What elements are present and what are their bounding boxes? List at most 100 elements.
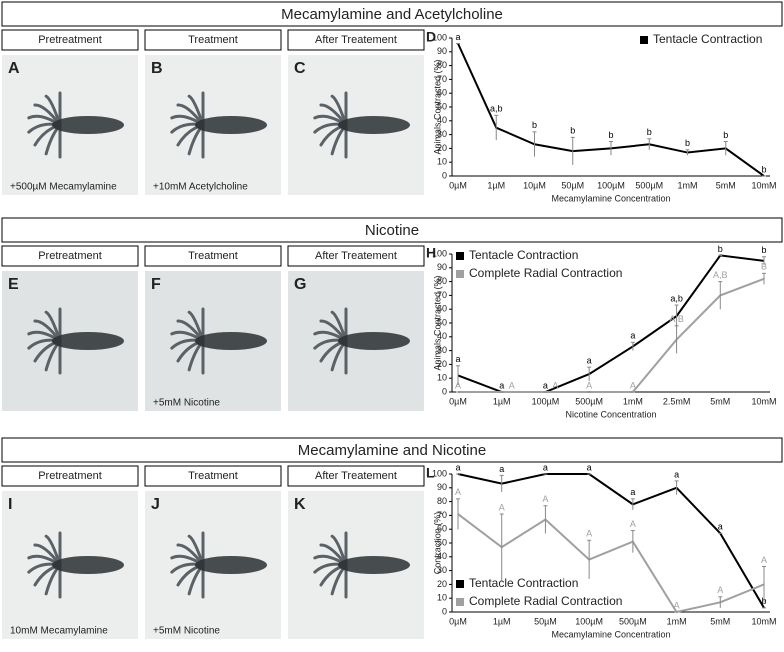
significance-letter: a	[587, 356, 592, 366]
significance-letter: A	[455, 380, 461, 390]
photo-header: After Treatement	[315, 34, 397, 46]
y-tick-label: 100	[432, 468, 447, 478]
significance-letter: a	[674, 469, 679, 479]
data-line	[457, 43, 765, 177]
photo-header: Treatment	[188, 250, 238, 262]
photo-caption: +500µM Mecamylamine	[10, 182, 117, 193]
photo-header-box	[1, 245, 139, 267]
y-tick-label: 30	[437, 565, 447, 575]
x-tick-label: 10mM	[751, 616, 776, 626]
y-tick-label: 10	[437, 157, 447, 167]
significance-letter: b	[685, 138, 690, 148]
y-tick-label: 20	[437, 143, 447, 153]
section-title: Mecamylamine and Nicotine	[298, 442, 486, 459]
y-tick-label: 80	[437, 60, 447, 70]
legend-label: Tentacle Contraction	[469, 248, 578, 262]
legend-label: Complete Radial Contraction	[469, 594, 622, 608]
y-tick-label: 90	[437, 262, 447, 272]
significance-letter: a	[455, 32, 460, 42]
hydra-body	[338, 556, 410, 574]
x-tick-label: 500µM	[619, 616, 647, 626]
section-title: Mecamylamine and Acetylcholine	[281, 6, 503, 23]
photo-header: After Treatement	[315, 470, 397, 482]
photo-header: After Treatement	[315, 250, 397, 262]
hydra-body	[52, 556, 124, 574]
significance-letter: A,B	[713, 270, 728, 280]
photo-header-box	[287, 245, 425, 267]
hydra-body	[52, 332, 124, 350]
photo-letter: C	[294, 60, 306, 77]
legend-label: Tentacle Contraction	[653, 32, 762, 46]
significance-letter: a	[455, 354, 460, 364]
y-tick-label: 80	[437, 496, 447, 506]
significance-letter: a	[587, 462, 592, 472]
significance-letter: A,B	[669, 314, 684, 324]
significance-letter: b	[718, 244, 723, 254]
significance-letter: b	[570, 126, 575, 136]
x-tick-label: 5mM	[710, 616, 730, 626]
hydra-body	[338, 332, 410, 350]
y-tick-label: 30	[437, 129, 447, 139]
significance-letter: a,b	[670, 293, 683, 303]
x-tick-label: 0µM	[449, 180, 467, 190]
x-tick-label: 5mM	[716, 180, 736, 190]
legend-swatch	[640, 36, 648, 44]
x-tick-label: 1µM	[487, 180, 505, 190]
y-tick-label: 0	[442, 386, 447, 396]
legend-label: Tentacle Contraction	[469, 576, 578, 590]
x-tick-label: 100µM	[575, 616, 603, 626]
y-tick-label: 90	[437, 46, 447, 56]
photo-letter: G	[294, 276, 306, 293]
photo-caption: +5mM Nicotine	[153, 398, 220, 409]
y-tick-label: 0	[442, 606, 447, 616]
photo-header-box	[1, 29, 139, 51]
y-tick-label: 30	[437, 345, 447, 355]
data-line	[457, 473, 765, 609]
significance-letter: A	[630, 380, 636, 390]
significance-letter: A	[586, 380, 592, 390]
hydra-body	[195, 556, 267, 574]
section-header-box	[1, 217, 783, 243]
significance-letter: a	[630, 331, 635, 341]
significance-letter: A	[630, 519, 636, 529]
significance-letter: a	[543, 380, 548, 390]
photo-header-box	[144, 245, 282, 267]
y-tick-label: 50	[437, 537, 447, 547]
y-tick-label: 50	[437, 101, 447, 111]
significance-letter: A	[717, 585, 723, 595]
y-tick-label: 60	[437, 88, 447, 98]
x-axis-title: Nicotine Concentration	[565, 409, 656, 419]
photo-caption: +5mM Nicotine	[153, 626, 220, 637]
photo-header: Treatment	[188, 470, 238, 482]
x-tick-label: 10mM	[751, 180, 776, 190]
x-tick-label: 2.5mM	[663, 396, 691, 406]
photo-header-box	[144, 29, 282, 51]
legend-swatch	[456, 598, 464, 606]
y-tick-label: 20	[437, 579, 447, 589]
x-tick-label: 0µM	[449, 616, 467, 626]
y-tick-label: 0	[442, 170, 447, 180]
photo-header-box	[287, 465, 425, 487]
photo-letter: E	[8, 276, 19, 293]
significance-letter: A	[455, 487, 461, 497]
x-tick-label: 10µM	[523, 180, 546, 190]
y-tick-label: 40	[437, 331, 447, 341]
y-tick-label: 100	[432, 32, 447, 42]
y-axis-title: Animals Contracted (%)	[432, 59, 442, 154]
significance-letter: A	[761, 555, 767, 565]
x-tick-label: 1µM	[493, 396, 511, 406]
y-tick-label: 70	[437, 74, 447, 84]
photo-header-box	[144, 465, 282, 487]
x-tick-label: 10mM	[751, 396, 776, 406]
photo-letter: K	[294, 496, 306, 513]
significance-letter: b	[761, 164, 766, 174]
significance-letter: A	[509, 380, 515, 390]
y-tick-label: 60	[437, 524, 447, 534]
y-axis-title: Contraction (%)	[432, 512, 442, 575]
significance-letter: b	[608, 130, 613, 140]
x-axis-title: Mecamylamine Concentration	[551, 629, 670, 639]
significance-letter: a	[499, 464, 504, 474]
photo-header: Treatment	[188, 34, 238, 46]
y-tick-label: 40	[437, 551, 447, 561]
